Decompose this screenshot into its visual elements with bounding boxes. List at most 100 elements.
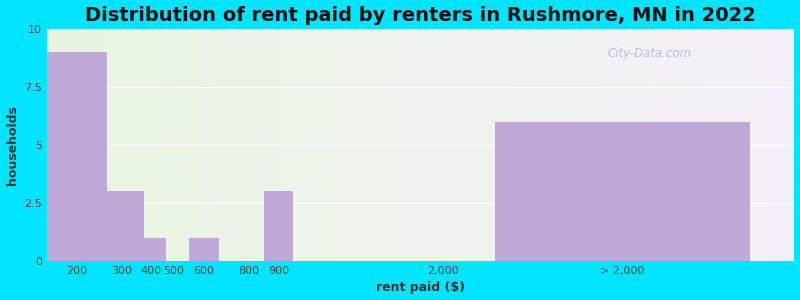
Bar [185, 29, 189, 261]
Bar [327, 29, 331, 261]
Bar [323, 29, 327, 261]
Bar [193, 29, 196, 261]
Bar [477, 29, 481, 261]
Bar [675, 29, 678, 261]
Bar [106, 29, 110, 261]
Bar [484, 29, 488, 261]
Bar [110, 29, 114, 261]
Bar [133, 29, 137, 261]
Bar [137, 238, 166, 261]
Bar [709, 29, 712, 261]
Bar [290, 29, 294, 261]
Bar [166, 29, 170, 261]
Bar [162, 29, 166, 261]
Bar [252, 29, 256, 261]
Bar [716, 29, 720, 261]
Bar [450, 29, 454, 261]
Bar [189, 29, 193, 261]
Bar [712, 29, 716, 261]
Bar [361, 29, 365, 261]
Bar [211, 29, 215, 261]
Bar [615, 29, 618, 261]
Bar [80, 29, 84, 261]
Bar [103, 29, 106, 261]
Bar [170, 29, 174, 261]
Bar [99, 191, 144, 261]
Bar [466, 29, 469, 261]
Bar [559, 29, 562, 261]
Bar [46, 29, 50, 261]
Bar [473, 29, 477, 261]
Bar [779, 29, 783, 261]
Bar [495, 122, 750, 261]
Bar [200, 29, 204, 261]
Bar [634, 29, 638, 261]
Bar [402, 29, 406, 261]
Bar [140, 29, 144, 261]
Bar [249, 29, 252, 261]
Bar [761, 29, 765, 261]
Bar [379, 29, 383, 261]
Bar [410, 29, 413, 261]
Bar [301, 29, 305, 261]
Bar [738, 29, 742, 261]
Bar [432, 29, 435, 261]
Bar [443, 29, 446, 261]
Bar [77, 29, 80, 261]
Bar [574, 29, 578, 261]
Bar [372, 29, 376, 261]
Bar [663, 29, 667, 261]
Bar [622, 29, 626, 261]
Bar [698, 29, 701, 261]
Bar [424, 29, 428, 261]
Bar [446, 29, 450, 261]
Bar [151, 29, 155, 261]
Bar [529, 29, 533, 261]
Bar [286, 29, 290, 261]
Bar [413, 29, 417, 261]
Bar [346, 29, 350, 261]
Bar [421, 29, 424, 261]
Bar [638, 29, 641, 261]
Bar [88, 29, 91, 261]
Bar [720, 29, 723, 261]
Bar [537, 29, 540, 261]
Bar [585, 29, 589, 261]
Bar [754, 29, 757, 261]
Bar [338, 29, 342, 261]
Bar [495, 29, 499, 261]
Bar [118, 29, 122, 261]
Bar [607, 29, 611, 261]
Bar [263, 191, 294, 261]
Bar [600, 29, 604, 261]
Bar [238, 29, 241, 261]
Bar [417, 29, 421, 261]
Bar [126, 29, 129, 261]
Bar [226, 29, 230, 261]
Title: Distribution of rent paid by renters in Rushmore, MN in 2022: Distribution of rent paid by renters in … [85, 6, 756, 25]
Bar [406, 29, 410, 261]
Bar [682, 29, 686, 261]
Bar [320, 29, 323, 261]
Bar [499, 29, 503, 261]
Bar [155, 29, 159, 261]
Bar [618, 29, 622, 261]
Bar [350, 29, 354, 261]
Bar [50, 29, 54, 261]
X-axis label: rent paid ($): rent paid ($) [376, 281, 465, 294]
Bar [305, 29, 309, 261]
Bar [611, 29, 615, 261]
Bar [383, 29, 387, 261]
Bar [776, 29, 779, 261]
Bar [518, 29, 522, 261]
Bar [230, 29, 234, 261]
Bar [122, 29, 126, 261]
Bar [641, 29, 645, 261]
Bar [114, 29, 118, 261]
Bar [189, 238, 218, 261]
Bar [492, 29, 495, 261]
Bar [245, 29, 249, 261]
Bar [263, 29, 267, 261]
Bar [645, 29, 649, 261]
Bar [555, 29, 559, 261]
